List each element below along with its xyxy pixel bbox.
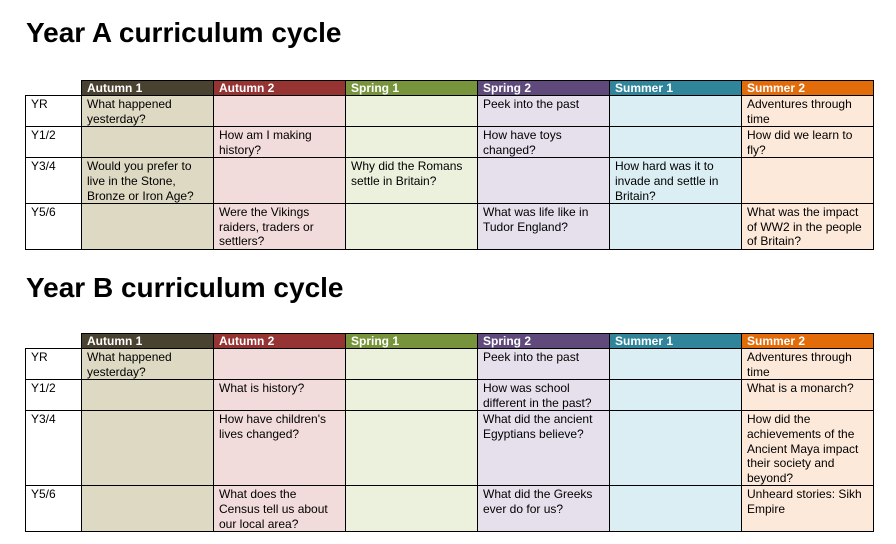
cell-spring-2: What did the Greeks ever do for us? <box>477 485 610 533</box>
cell-spring-1 <box>345 126 478 159</box>
cell-spring-1 <box>345 485 478 533</box>
header-corner <box>26 334 82 349</box>
cell-spring-2: How was school different in the past? <box>477 379 610 412</box>
cell-spring-2: What was life like in Tudor England? <box>477 203 610 250</box>
year-a-curriculum-table: Autumn 1 Autumn 2 Spring 1 Spring 2 Summ… <box>25 80 874 250</box>
header-spring-2: Spring 2 <box>477 333 610 349</box>
year-label: Y5/6 <box>25 203 82 250</box>
table-row-yr: YR What happened yesterday? Peek into th… <box>25 347 874 381</box>
header-spring-1: Spring 1 <box>345 333 478 349</box>
header-autumn-2: Autumn 2 <box>213 333 346 349</box>
header-summer-2: Summer 2 <box>741 80 874 96</box>
cell-autumn-2: What does the Census tell us about our l… <box>213 485 346 533</box>
cell-summer-2: What is a monarch? <box>741 379 874 412</box>
cell-autumn-2: How have children's lives changed? <box>213 410 346 487</box>
header-autumn-1: Autumn 1 <box>81 333 214 349</box>
table-row-yr: YR What happened yesterday? Peek into th… <box>25 94 874 128</box>
table-row-y3-4: Y3/4 Would you prefer to live in the Sto… <box>25 157 874 205</box>
cell-autumn-2: What is history? <box>213 379 346 412</box>
year-label: Y1/2 <box>25 126 82 159</box>
header-autumn-2: Autumn 2 <box>213 80 346 96</box>
year-label: Y3/4 <box>25 157 82 205</box>
year-label: Y3/4 <box>25 410 82 487</box>
table-row-y3-4: Y3/4 How have children's lives changed? … <box>25 410 874 487</box>
table-row-y1-2: Y1/2 How am I making history? How have t… <box>25 126 874 159</box>
cell-spring-2: What did the ancient Egyptians believe? <box>477 410 610 487</box>
year-b-curriculum-table: Autumn 1 Autumn 2 Spring 1 Spring 2 Summ… <box>25 333 874 533</box>
cell-autumn-2 <box>213 157 346 205</box>
cell-spring-2: Peek into the past <box>477 94 610 128</box>
cell-summer-2: How did the achievements of the Ancient … <box>741 410 874 487</box>
cell-spring-1 <box>345 379 478 412</box>
cell-spring-2 <box>477 157 610 205</box>
cell-summer-1 <box>609 94 742 128</box>
header-row: Autumn 1 Autumn 2 Spring 1 Spring 2 Summ… <box>26 333 874 349</box>
cell-summer-2: Unheard stories: Sikh Empire <box>741 485 874 533</box>
header-spring-1: Spring 1 <box>345 80 478 96</box>
table-row-y1-2: Y1/2 What is history? How was school dif… <box>25 379 874 412</box>
table-row-y5-6: Y5/6 What does the Census tell us about … <box>25 485 874 533</box>
cell-autumn-1 <box>81 485 214 533</box>
cell-summer-1: How hard was it to invade and settle in … <box>609 157 742 205</box>
header-summer-2: Summer 2 <box>741 333 874 349</box>
cell-autumn-2 <box>213 94 346 128</box>
cell-summer-1 <box>609 347 742 381</box>
cell-autumn-1: What happened yesterday? <box>81 347 214 381</box>
cell-summer-2: Adventures through time <box>741 94 874 128</box>
cell-summer-1 <box>609 410 742 487</box>
header-row: Autumn 1 Autumn 2 Spring 1 Spring 2 Summ… <box>26 80 874 96</box>
year-label: Y1/2 <box>25 379 82 412</box>
cell-spring-1 <box>345 94 478 128</box>
cell-autumn-1: Would you prefer to live in the Stone, B… <box>81 157 214 205</box>
table-row-y5-6: Y5/6 Were the Vikings raiders, traders o… <box>25 203 874 250</box>
cell-summer-1 <box>609 485 742 533</box>
cell-summer-1 <box>609 126 742 159</box>
cell-spring-2: How have toys changed? <box>477 126 610 159</box>
cell-autumn-2 <box>213 347 346 381</box>
cell-autumn-1 <box>81 203 214 250</box>
cell-summer-2: What was the impact of WW2 in the people… <box>741 203 874 250</box>
year-label: Y5/6 <box>25 485 82 533</box>
cell-autumn-2: Were the Vikings raiders, traders or set… <box>213 203 346 250</box>
header-autumn-1: Autumn 1 <box>81 80 214 96</box>
cell-spring-1 <box>345 203 478 250</box>
header-summer-1: Summer 1 <box>609 333 742 349</box>
year-a-title: Year A curriculum cycle <box>26 17 342 48</box>
cell-summer-1 <box>609 379 742 412</box>
cell-summer-2: Adventures through time <box>741 347 874 381</box>
year-label: YR <box>25 94 82 128</box>
cell-spring-2: Peek into the past <box>477 347 610 381</box>
header-corner <box>26 81 82 96</box>
cell-autumn-1 <box>81 126 214 159</box>
cell-spring-1 <box>345 347 478 381</box>
cell-autumn-1 <box>81 379 214 412</box>
cell-autumn-1 <box>81 410 214 487</box>
cell-spring-1 <box>345 410 478 487</box>
header-summer-1: Summer 1 <box>609 80 742 96</box>
cell-spring-1: Why did the Romans settle in Britain? <box>345 157 478 205</box>
cell-summer-2 <box>741 157 874 205</box>
header-spring-2: Spring 2 <box>477 80 610 96</box>
year-b-title: Year B curriculum cycle <box>26 272 344 303</box>
cell-summer-1 <box>609 203 742 250</box>
cell-autumn-2: How am I making history? <box>213 126 346 159</box>
cell-summer-2: How did we learn to fly? <box>741 126 874 159</box>
cell-autumn-1: What happened yesterday? <box>81 94 214 128</box>
year-label: YR <box>25 347 82 381</box>
